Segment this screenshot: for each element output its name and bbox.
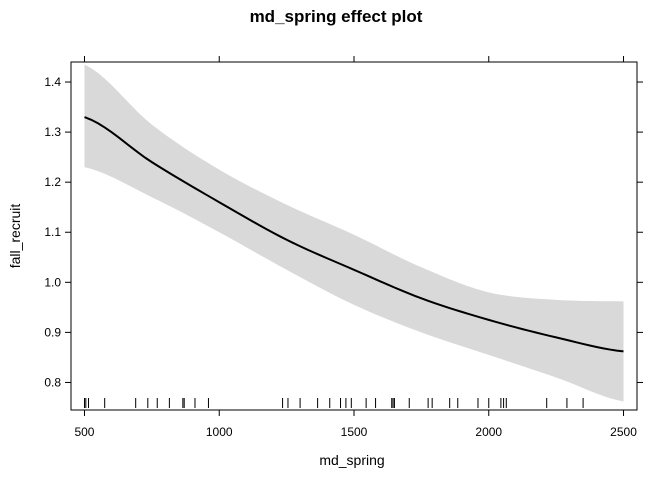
x-tick-label: 1000 [206,425,233,439]
y-axis: 0.8 0.9 1.0 1.1 1.2 1.3 1.4 [44,75,643,389]
y-tick-label: 1.4 [44,75,61,89]
x-tick-label: 2000 [475,425,502,439]
fit-line-layer [84,116,624,353]
y-axis-label: fall_recruit [7,204,23,269]
y-tick-label: 1.2 [44,175,61,189]
y-tick-label: 0.8 [44,375,61,389]
y-tick-label: 1.1 [44,225,61,239]
y-tick-label: 1.3 [44,125,61,139]
x-tick-label: 500 [74,425,94,439]
x-tick-label: 1500 [341,425,368,439]
x-tick-label: 2500 [610,425,637,439]
x-axis: 500 1000 1500 2000 2500 [74,56,637,439]
fit-line [84,116,624,353]
chart-title: md_spring effect plot [250,7,423,26]
x-axis-label: md_spring [319,452,384,468]
rug-layer [83,398,584,408]
y-tick-label: 0.9 [44,325,61,339]
y-tick-label: 1.0 [44,275,61,289]
confidence-band-layer [84,64,624,402]
confidence-band [84,64,624,402]
